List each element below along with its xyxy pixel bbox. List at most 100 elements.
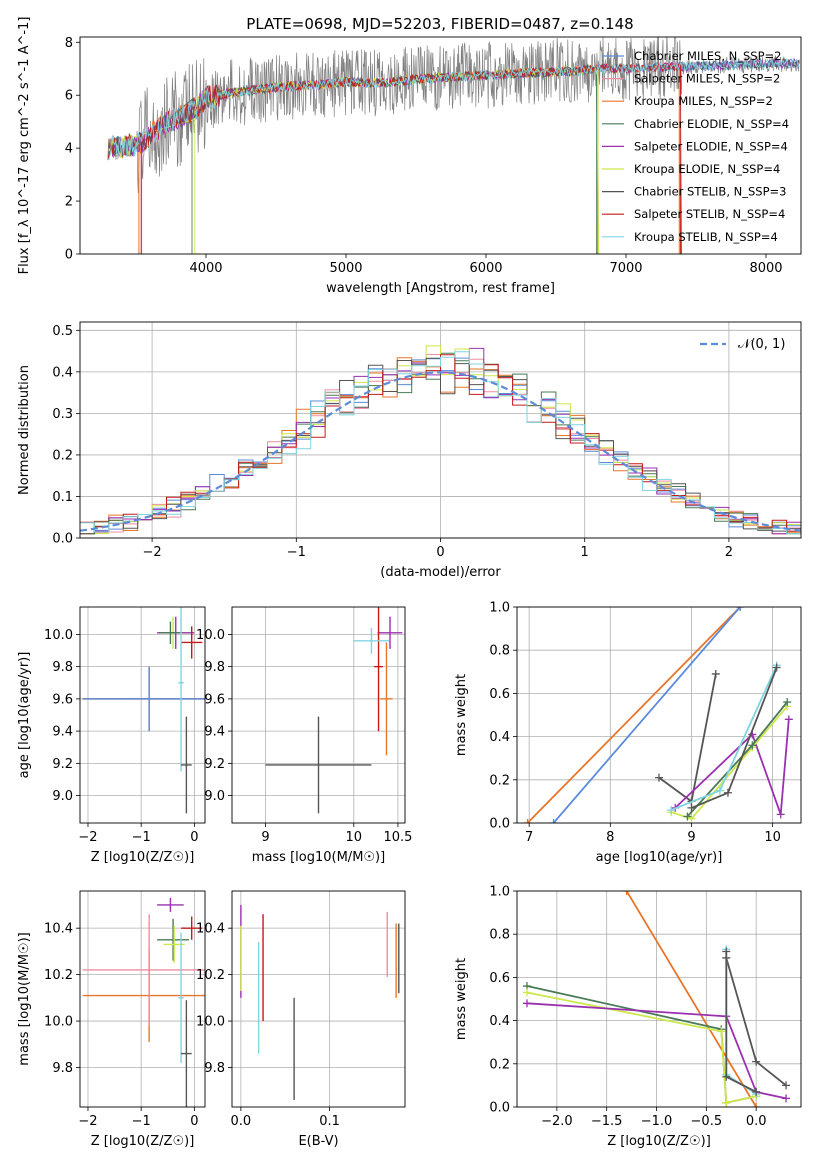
- x-tick-label: 0.1: [319, 1114, 340, 1129]
- y-tick-label: 0.4: [52, 365, 73, 380]
- weight-marker: [723, 788, 732, 797]
- y-tick-label: 9.0: [52, 789, 73, 804]
- weight_vs_z-axes: −2.0 −1.5 −1.0 −0.5 0.0 0.0 0.2 0.4 0.6 0.8 1.0 Z […: [454, 885, 801, 1149]
- weight-series: [526, 1002, 787, 1100]
- y-tick-label: 10.4: [196, 922, 225, 937]
- weight_vs_age-axes: 7 8 9 10 0.0 0.2 0.4 0.6 0.8 1.0 age [log10(age/yr…: [454, 601, 801, 865]
- plot-frame: [516, 606, 802, 824]
- x-axis-label: E(B-V): [298, 1134, 338, 1149]
- x-tick-label: 7000: [609, 261, 642, 276]
- weight-marker: [782, 1081, 791, 1090]
- weight-marker: [752, 1103, 761, 1107]
- x-tick-label: 0.0: [746, 1114, 767, 1129]
- y-tick-label: 9.8: [204, 1061, 225, 1076]
- y-tick-label: 10.0: [44, 1015, 73, 1030]
- histogram-chabrier-stelib: [80, 357, 801, 535]
- y-tick-label: 10.0: [196, 1015, 225, 1030]
- y-tick-label: 1.0: [489, 885, 510, 900]
- mass_vs_ebv-axes: 0.0 0.1 9.8 10.0 10.2 10.4 E(B-V): [196, 891, 405, 1149]
- x-tick-label: −2.0: [541, 1114, 573, 1129]
- y-tick-label: 1.0: [489, 601, 510, 616]
- weight-marker: [776, 810, 785, 819]
- weight-series: [552, 607, 741, 823]
- residual-legend: 𝒩(0, 1): [700, 337, 785, 352]
- y-tick-label: 0.4: [489, 730, 510, 745]
- x-tick-label: 8: [606, 830, 614, 845]
- x-tick-label: 0.0: [231, 1114, 252, 1129]
- weight-marker: [783, 698, 792, 707]
- legend-label: Salpeter ELODIE, N_SSP=4: [634, 139, 788, 153]
- y-tick-label: 0.4: [489, 1014, 510, 1029]
- y-tick-label: 0.6: [489, 687, 510, 702]
- x-tick-label: 4000: [189, 261, 222, 276]
- x-axis-label: (data-model)/error: [380, 565, 501, 580]
- y-tick-label: 9.4: [52, 725, 73, 740]
- legend-label: Chabrier MILES, N_SSP=2: [634, 49, 781, 63]
- weight-marker: [655, 773, 663, 782]
- weight-marker: [722, 1072, 731, 1081]
- weight_vs_z-lines: [522, 891, 791, 1107]
- y-tick-label: 0.0: [52, 532, 73, 547]
- age_vs_z-axes: −2 −1 0 9.0 9.2 9.4 9.6 9.8 10.0 Z [log10(Z/Z☉)] a…: [17, 607, 205, 865]
- weight_vs_age-lines: [523, 607, 793, 823]
- weight-marker: [622, 891, 631, 895]
- x-tick-label: −1: [132, 1114, 151, 1129]
- weight-marker: [772, 663, 781, 672]
- weight-marker: [715, 786, 724, 795]
- weight-marker: [687, 803, 696, 812]
- y-tick-label: 0.2: [52, 448, 73, 463]
- x-tick-label: −1.0: [641, 1114, 673, 1129]
- mass_vs_z-axes: −2 −1 0 9.8 10.0 10.2 10.4 Z [log10(Z/Z☉)] mass …: [17, 891, 205, 1149]
- age_vs_mass-axes: 9 10 10.5 9.0 9.2 9.4 9.6 9.8 10.0 mass [log10(M/…: [196, 607, 412, 865]
- y-tick-label: 0.8: [489, 928, 510, 943]
- x-tick-label: −1: [287, 545, 306, 560]
- weight-marker: [687, 814, 696, 823]
- y-tick-label: 0.6: [489, 971, 510, 986]
- weight-marker: [522, 999, 531, 1008]
- x-tick-label: 2: [725, 545, 733, 560]
- weight-marker: [752, 1057, 761, 1066]
- y-tick-label: 8: [65, 36, 73, 51]
- y-tick-label: 0: [65, 248, 73, 263]
- normal-curve: [80, 371, 801, 532]
- weight-marker: [736, 607, 745, 611]
- y-tick-label: 9.8: [52, 1061, 73, 1076]
- y-tick-label: 9.2: [52, 757, 73, 772]
- y-tick-label: 0.2: [489, 773, 510, 788]
- x-tick-label: 7: [525, 830, 533, 845]
- y-tick-label: 9.0: [204, 789, 225, 804]
- legend-label: Salpeter STELIB, N_SSP=4: [634, 207, 785, 221]
- y-tick-label: 6: [65, 89, 73, 104]
- legend-label: 𝒩(0, 1): [738, 337, 785, 352]
- weight-marker: [752, 1087, 761, 1096]
- x-axis-label: Z [log10(Z/Z☉)]: [607, 1134, 711, 1149]
- figure-title: PLATE=0698, MJD=52203, FIBERID=0487, z=0…: [246, 15, 633, 33]
- x-axis-label: wavelength [Angstrom, rest frame]: [326, 281, 555, 296]
- x-axis-label: mass [log10(M/M☉)]: [252, 850, 385, 865]
- y-tick-label: 10.0: [44, 628, 73, 643]
- weight-series: [674, 719, 790, 815]
- legend-label: Salpeter MILES, N_SSP=2: [634, 72, 780, 86]
- y-axis-label: Normed distribution: [17, 365, 32, 495]
- y-tick-label: 9.8: [52, 660, 73, 675]
- x-tick-label: 9: [261, 830, 269, 845]
- x-tick-label: −2: [78, 1114, 97, 1129]
- legend-label: Chabrier ELODIE, N_SSP=4: [634, 117, 789, 131]
- x-tick-label: −2: [143, 545, 162, 560]
- y-tick-label: 0.0: [489, 1101, 510, 1116]
- x-tick-label: 0: [436, 545, 444, 560]
- x-tick-label: 10: [346, 830, 363, 845]
- plot-frame: [79, 36, 802, 255]
- x-tick-label: −0.5: [691, 1114, 723, 1129]
- spectrum-legend: Chabrier MILES, N_SSP=2 Salpeter MILES, N…: [602, 49, 789, 244]
- weight-marker: [667, 806, 676, 815]
- weight-marker: [683, 812, 692, 821]
- x-tick-label: 0: [190, 830, 198, 845]
- y-tick-label: 0.0: [489, 817, 510, 832]
- model-spectrum-chabrier-stelib: [107, 57, 800, 161]
- y-tick-label: 10.2: [196, 968, 225, 983]
- y-axis-label: mass weight: [454, 958, 469, 1040]
- weight-marker: [722, 947, 731, 956]
